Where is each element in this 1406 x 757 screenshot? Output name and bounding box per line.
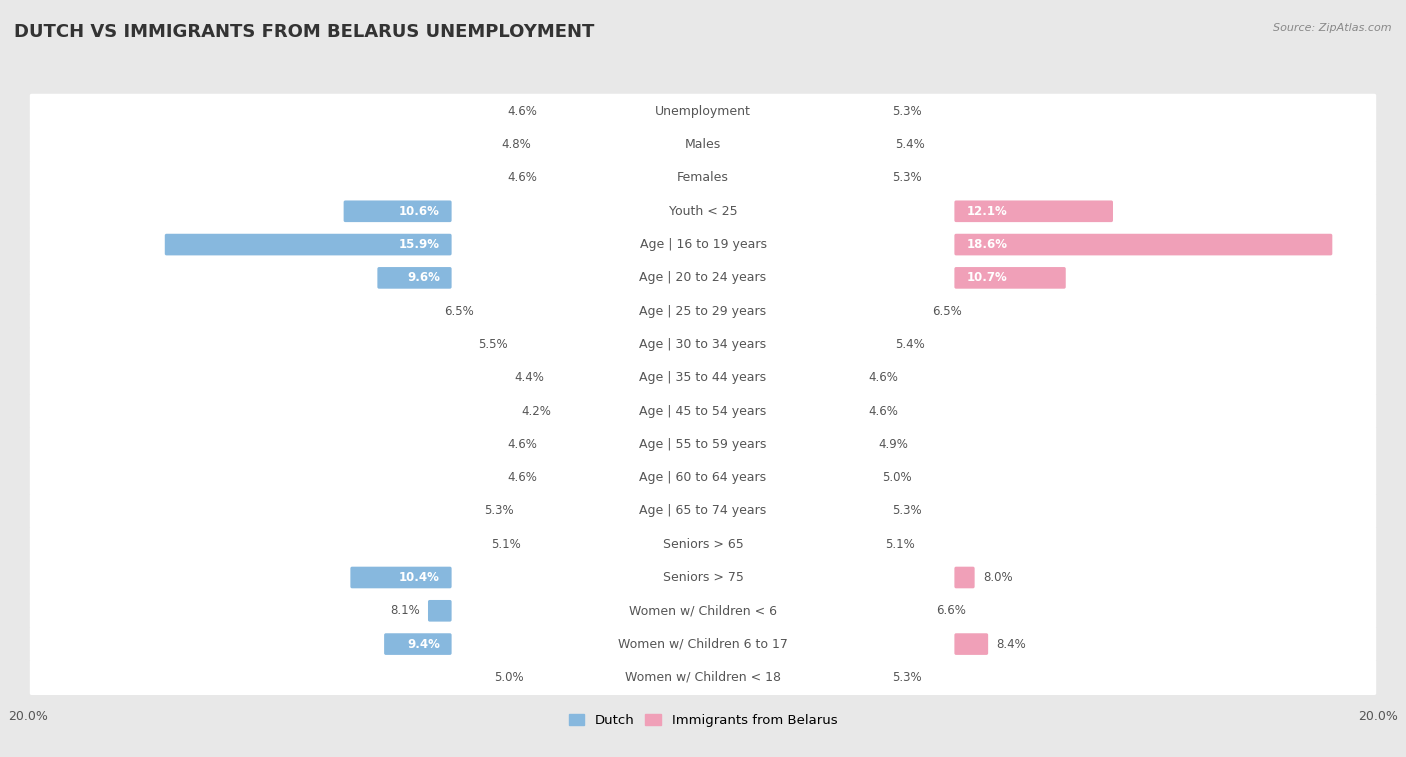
Text: 4.6%: 4.6% [508, 105, 537, 118]
Text: 5.0%: 5.0% [882, 471, 911, 484]
Text: Seniors > 65: Seniors > 65 [662, 537, 744, 550]
Text: Age | 55 to 59 years: Age | 55 to 59 years [640, 438, 766, 451]
Text: 5.1%: 5.1% [886, 537, 915, 550]
FancyBboxPatch shape [955, 567, 974, 588]
FancyBboxPatch shape [30, 327, 1376, 362]
FancyBboxPatch shape [30, 194, 1376, 229]
FancyBboxPatch shape [955, 634, 988, 655]
Text: 5.1%: 5.1% [491, 537, 520, 550]
Text: 15.9%: 15.9% [399, 238, 440, 251]
Text: 4.6%: 4.6% [508, 438, 537, 451]
FancyBboxPatch shape [30, 127, 1376, 162]
FancyBboxPatch shape [427, 600, 451, 621]
Text: 6.5%: 6.5% [932, 304, 962, 318]
Text: 10.7%: 10.7% [966, 271, 1007, 285]
Text: 5.0%: 5.0% [495, 671, 524, 684]
Text: 9.6%: 9.6% [406, 271, 440, 285]
Text: 4.6%: 4.6% [869, 404, 898, 418]
FancyBboxPatch shape [955, 201, 1114, 222]
FancyBboxPatch shape [343, 201, 451, 222]
Text: 9.4%: 9.4% [406, 637, 440, 650]
FancyBboxPatch shape [165, 234, 451, 255]
FancyBboxPatch shape [30, 227, 1376, 262]
FancyBboxPatch shape [30, 427, 1376, 462]
FancyBboxPatch shape [30, 294, 1376, 329]
FancyBboxPatch shape [30, 660, 1376, 695]
Text: 5.4%: 5.4% [896, 338, 925, 351]
Text: 8.1%: 8.1% [389, 604, 419, 617]
Text: Women w/ Children < 6: Women w/ Children < 6 [628, 604, 778, 617]
Text: 4.8%: 4.8% [501, 139, 531, 151]
Text: Females: Females [678, 172, 728, 185]
Text: 5.4%: 5.4% [896, 139, 925, 151]
Text: Age | 30 to 34 years: Age | 30 to 34 years [640, 338, 766, 351]
Legend: Dutch, Immigrants from Belarus: Dutch, Immigrants from Belarus [564, 709, 842, 732]
Text: 4.2%: 4.2% [522, 404, 551, 418]
Text: Males: Males [685, 139, 721, 151]
Text: DUTCH VS IMMIGRANTS FROM BELARUS UNEMPLOYMENT: DUTCH VS IMMIGRANTS FROM BELARUS UNEMPLO… [14, 23, 595, 41]
FancyBboxPatch shape [30, 560, 1376, 595]
FancyBboxPatch shape [955, 234, 1333, 255]
Text: Source: ZipAtlas.com: Source: ZipAtlas.com [1274, 23, 1392, 33]
FancyBboxPatch shape [30, 593, 1376, 628]
Text: Unemployment: Unemployment [655, 105, 751, 118]
Text: 8.4%: 8.4% [997, 637, 1026, 650]
Text: 4.6%: 4.6% [508, 471, 537, 484]
Text: 10.6%: 10.6% [399, 205, 440, 218]
Text: Age | 25 to 29 years: Age | 25 to 29 years [640, 304, 766, 318]
Text: 5.3%: 5.3% [891, 172, 921, 185]
Text: 4.6%: 4.6% [869, 371, 898, 385]
Text: 4.6%: 4.6% [508, 172, 537, 185]
FancyBboxPatch shape [30, 260, 1376, 295]
FancyBboxPatch shape [30, 394, 1376, 428]
Text: Age | 20 to 24 years: Age | 20 to 24 years [640, 271, 766, 285]
FancyBboxPatch shape [30, 527, 1376, 562]
FancyBboxPatch shape [955, 267, 1066, 288]
Text: 5.5%: 5.5% [478, 338, 508, 351]
Text: Youth < 25: Youth < 25 [669, 205, 737, 218]
FancyBboxPatch shape [30, 360, 1376, 395]
Text: 4.9%: 4.9% [879, 438, 908, 451]
Text: 5.3%: 5.3% [891, 671, 921, 684]
Text: 8.0%: 8.0% [983, 571, 1012, 584]
FancyBboxPatch shape [30, 627, 1376, 662]
Text: Age | 60 to 64 years: Age | 60 to 64 years [640, 471, 766, 484]
FancyBboxPatch shape [30, 460, 1376, 495]
FancyBboxPatch shape [30, 160, 1376, 195]
Text: Women w/ Children 6 to 17: Women w/ Children 6 to 17 [619, 637, 787, 650]
Text: 10.4%: 10.4% [399, 571, 440, 584]
Text: 4.4%: 4.4% [515, 371, 544, 385]
Text: 5.3%: 5.3% [891, 504, 921, 518]
FancyBboxPatch shape [30, 94, 1376, 129]
Text: Women w/ Children < 18: Women w/ Children < 18 [626, 671, 780, 684]
FancyBboxPatch shape [384, 634, 451, 655]
Text: Age | 65 to 74 years: Age | 65 to 74 years [640, 504, 766, 518]
Text: Age | 45 to 54 years: Age | 45 to 54 years [640, 404, 766, 418]
Text: 5.3%: 5.3% [891, 105, 921, 118]
FancyBboxPatch shape [350, 567, 451, 588]
Text: Seniors > 75: Seniors > 75 [662, 571, 744, 584]
Text: 5.3%: 5.3% [485, 504, 515, 518]
Text: Age | 16 to 19 years: Age | 16 to 19 years [640, 238, 766, 251]
Text: 6.6%: 6.6% [936, 604, 966, 617]
Text: 18.6%: 18.6% [966, 238, 1007, 251]
Text: Age | 35 to 44 years: Age | 35 to 44 years [640, 371, 766, 385]
Text: 12.1%: 12.1% [966, 205, 1007, 218]
FancyBboxPatch shape [30, 494, 1376, 528]
Text: 6.5%: 6.5% [444, 304, 474, 318]
FancyBboxPatch shape [377, 267, 451, 288]
